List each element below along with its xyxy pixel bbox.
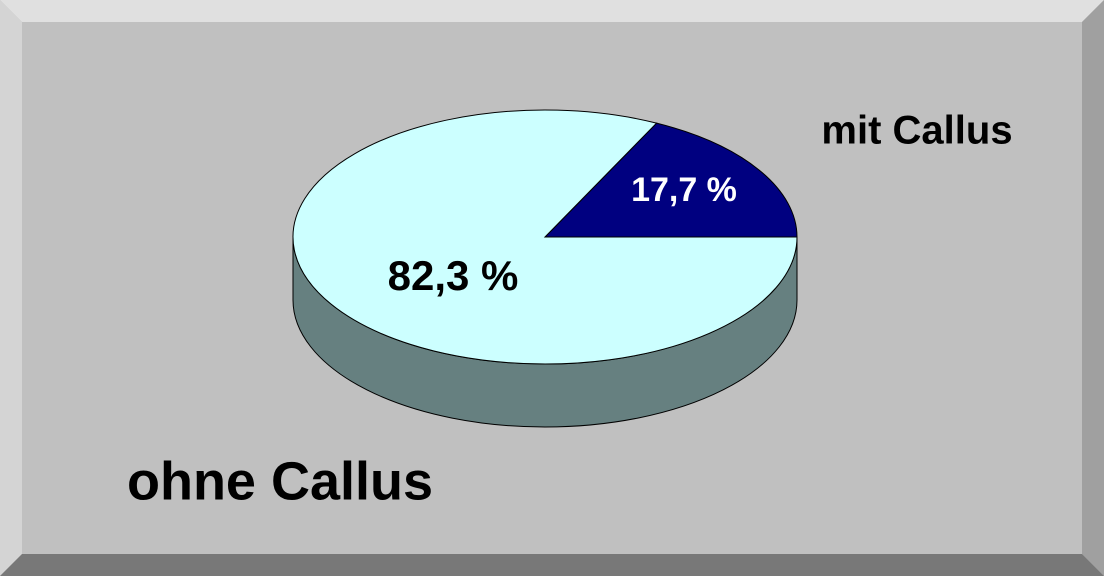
slice: [292, 109, 798, 365]
bevel-bottom: [0, 554, 1104, 576]
bevel-right: [1082, 0, 1104, 576]
pie: [292, 109, 798, 428]
bevel-top: [0, 0, 1104, 22]
category-label: mit Callus: [821, 109, 1012, 153]
bevel-left: [0, 0, 22, 576]
value-label: 82,3 %: [388, 252, 519, 299]
value-label: 17,7 %: [631, 171, 737, 209]
slice: [543, 122, 798, 238]
category-label: ohne Callus: [127, 451, 433, 511]
